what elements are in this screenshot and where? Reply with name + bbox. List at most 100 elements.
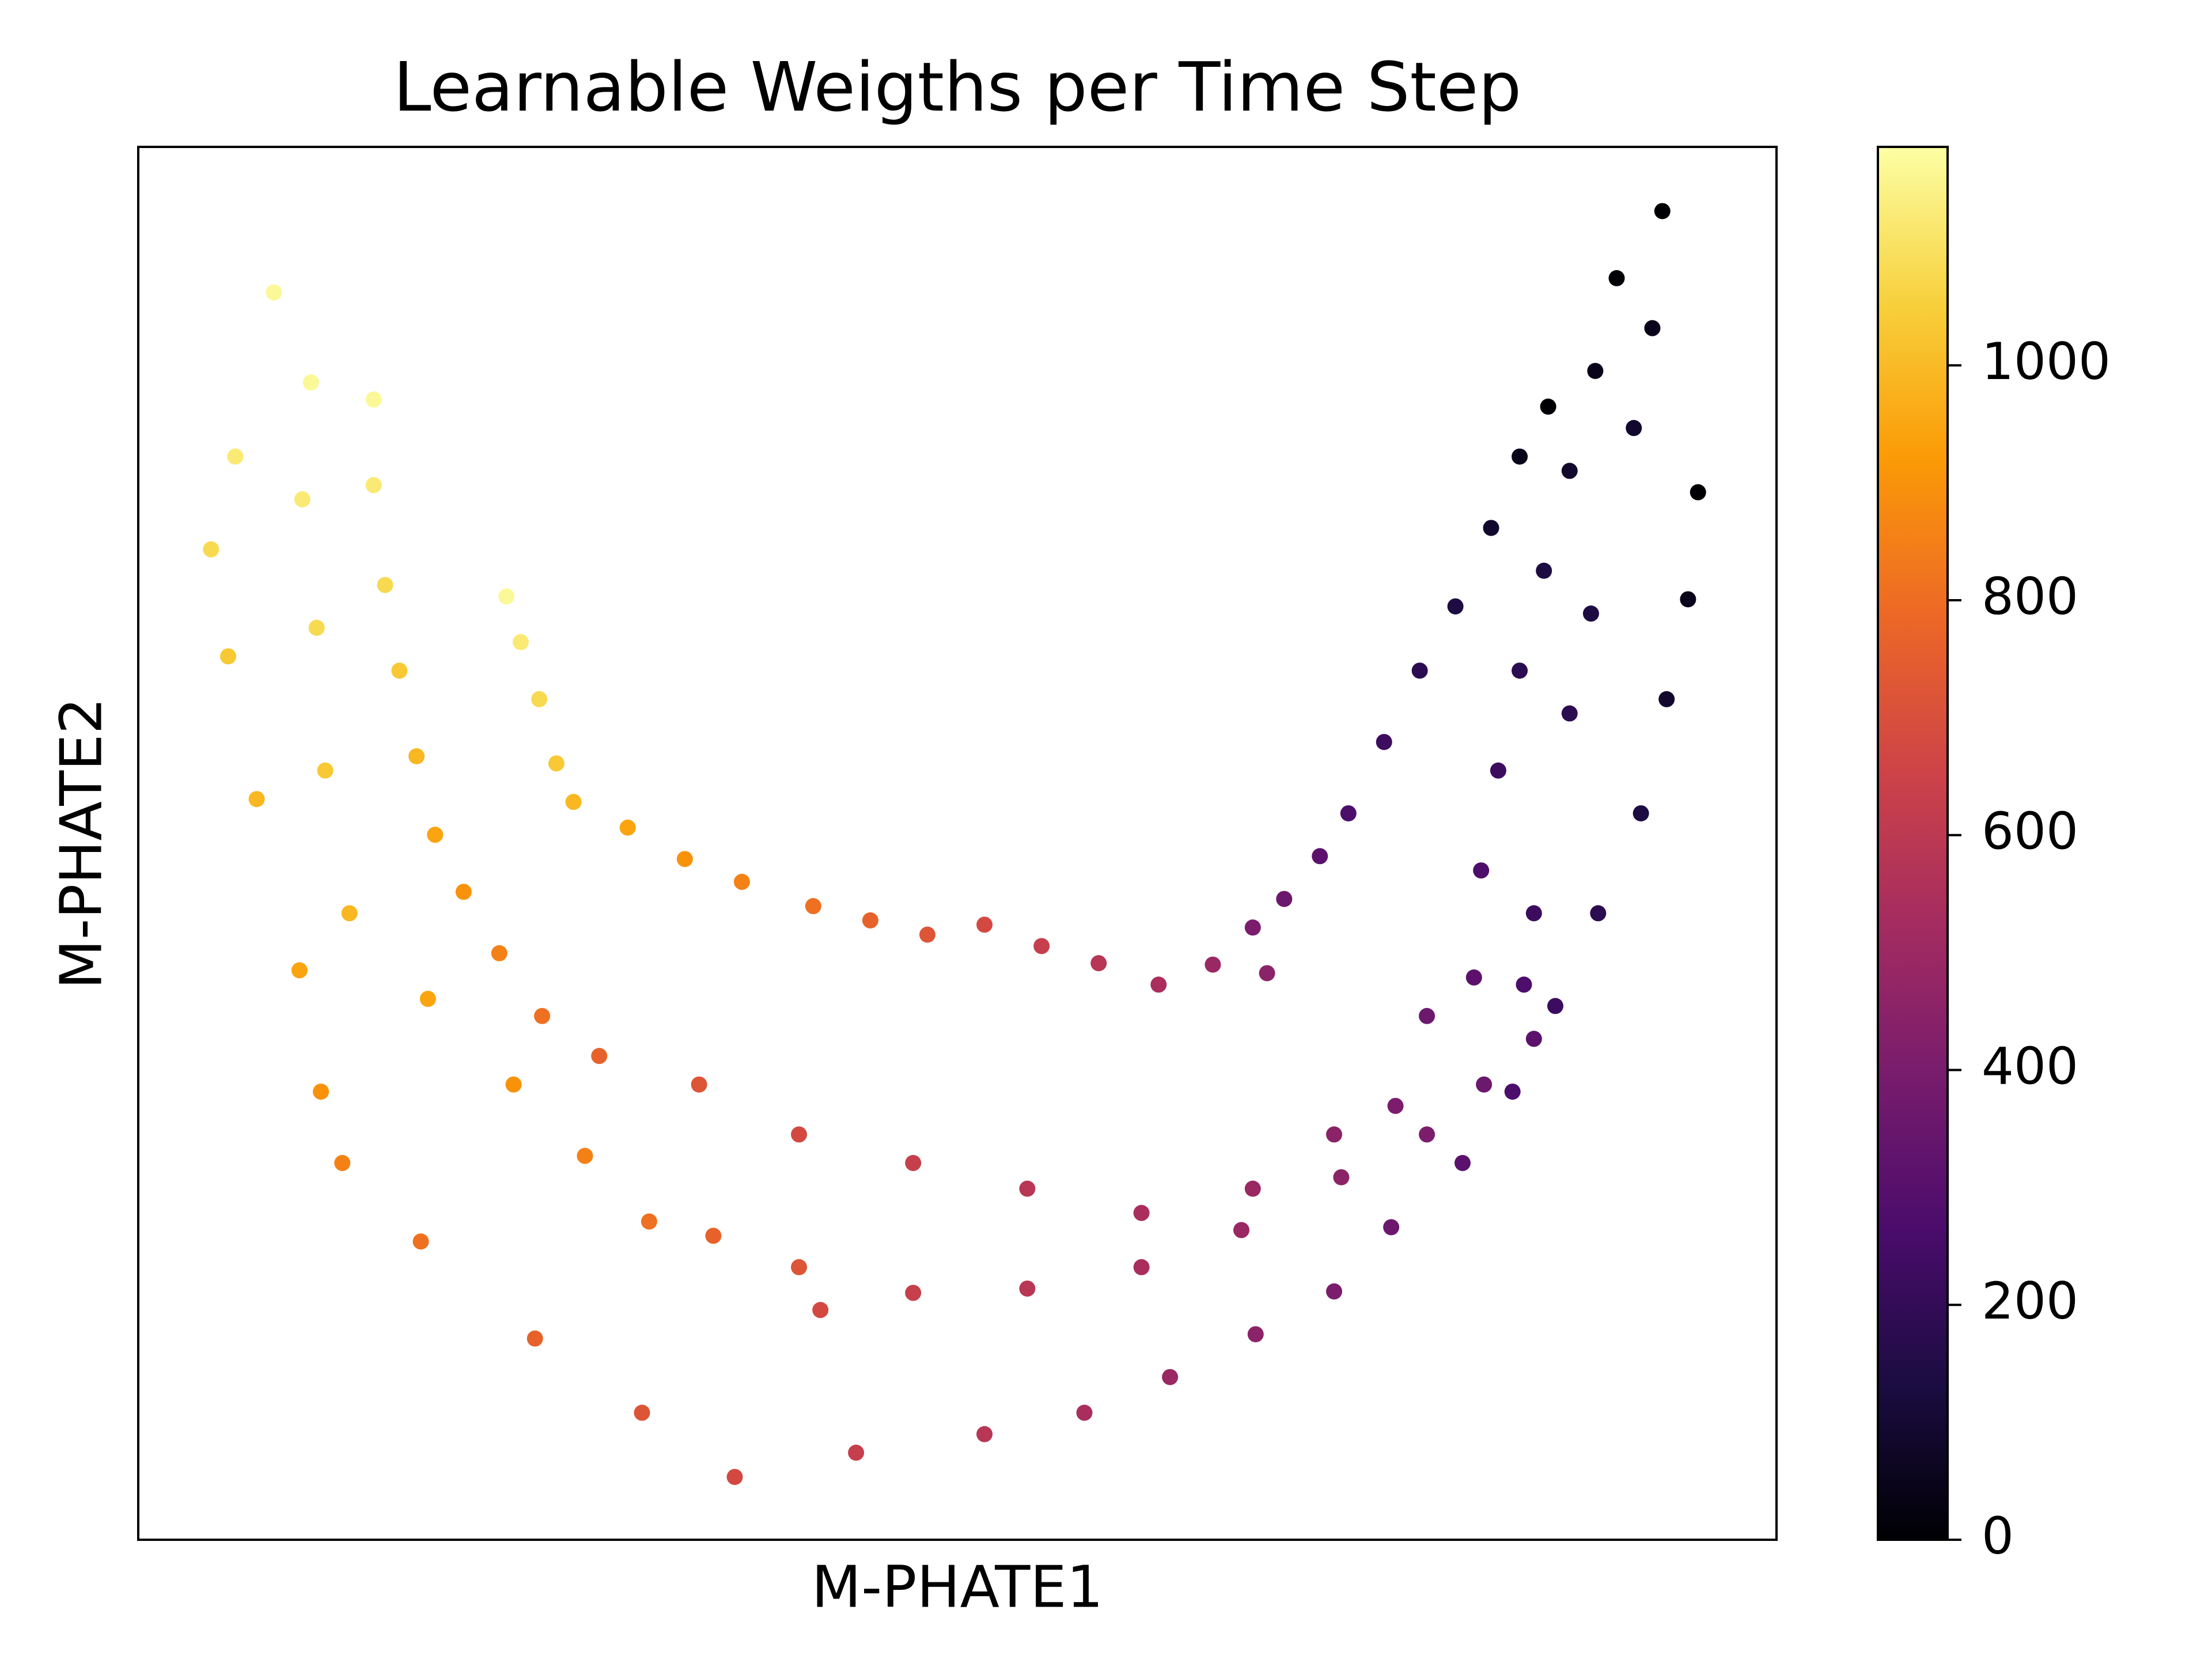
point xyxy=(691,1076,707,1093)
point xyxy=(1333,1169,1350,1185)
point xyxy=(377,577,393,593)
point xyxy=(1133,1259,1150,1275)
point xyxy=(1540,398,1556,415)
y-axis-label: M-PHATE2 xyxy=(47,698,115,989)
point xyxy=(1680,591,1696,608)
point xyxy=(1504,1084,1521,1100)
point xyxy=(1244,919,1261,936)
point xyxy=(419,991,436,1007)
point xyxy=(427,827,444,843)
point xyxy=(1476,1076,1493,1093)
point xyxy=(1690,484,1706,501)
point xyxy=(294,491,310,507)
point xyxy=(1447,598,1464,615)
point xyxy=(1582,605,1599,622)
point xyxy=(1276,891,1293,907)
point xyxy=(1658,691,1675,707)
point xyxy=(812,1302,829,1319)
point xyxy=(1033,938,1050,955)
point xyxy=(848,1444,865,1461)
point xyxy=(1516,976,1532,993)
point xyxy=(512,634,529,650)
point xyxy=(291,962,308,979)
colorbar-tick-label: 0 xyxy=(1982,1506,2014,1566)
point xyxy=(1608,270,1625,286)
point xyxy=(455,884,472,900)
point xyxy=(1465,969,1482,986)
point xyxy=(591,1048,608,1065)
point xyxy=(905,1154,922,1171)
chart-title: Learnable Weigths per Time Step xyxy=(393,47,1521,127)
point xyxy=(733,873,750,890)
point xyxy=(1019,1180,1036,1197)
point xyxy=(641,1213,657,1230)
point xyxy=(227,448,244,465)
point xyxy=(726,1468,743,1485)
point xyxy=(302,374,319,391)
point xyxy=(491,945,507,961)
colorbar-tick-label: 600 xyxy=(1982,802,2078,861)
point xyxy=(1512,448,1528,465)
point xyxy=(534,1007,551,1024)
point xyxy=(1536,562,1552,579)
point xyxy=(862,912,878,929)
point xyxy=(1340,805,1357,821)
point xyxy=(1590,905,1607,922)
point xyxy=(791,1126,808,1143)
point xyxy=(317,762,334,779)
point xyxy=(619,819,636,836)
point xyxy=(676,851,693,868)
point xyxy=(1205,956,1221,973)
point xyxy=(1411,662,1428,679)
point xyxy=(976,1426,993,1442)
point xyxy=(1150,976,1167,993)
point xyxy=(1387,1097,1404,1114)
point xyxy=(1525,1031,1542,1047)
point xyxy=(1090,955,1107,972)
point xyxy=(408,748,425,764)
point xyxy=(313,1084,329,1100)
point xyxy=(248,791,265,808)
point xyxy=(1490,762,1506,779)
point xyxy=(334,1154,351,1171)
point xyxy=(1133,1205,1150,1221)
colorbar xyxy=(1878,147,1948,1540)
point xyxy=(805,898,821,915)
point xyxy=(1547,998,1564,1014)
point xyxy=(220,648,237,665)
point xyxy=(203,541,219,558)
plot-frame xyxy=(137,146,1778,1541)
point xyxy=(1326,1126,1343,1143)
point xyxy=(976,916,993,933)
point xyxy=(1512,662,1528,679)
point xyxy=(1473,862,1490,879)
point xyxy=(391,662,408,679)
point xyxy=(266,284,282,301)
point xyxy=(1644,320,1661,336)
point xyxy=(365,477,382,494)
point xyxy=(1233,1222,1249,1238)
point xyxy=(919,926,935,943)
point xyxy=(1633,805,1649,821)
point xyxy=(531,691,548,707)
point xyxy=(548,755,565,772)
point xyxy=(1419,1007,1435,1024)
colorbar-tick-label: 400 xyxy=(1982,1036,2078,1096)
x-axis-label: M-PHATE1 xyxy=(812,1553,1103,1620)
point xyxy=(505,1076,522,1093)
point xyxy=(1654,203,1671,219)
colorbar-tick-label: 200 xyxy=(1982,1271,2078,1331)
point xyxy=(705,1228,722,1244)
point xyxy=(1162,1369,1179,1385)
point xyxy=(308,619,325,636)
point xyxy=(1483,520,1499,536)
point xyxy=(1587,362,1604,379)
point xyxy=(1561,463,1578,479)
point xyxy=(1312,848,1328,865)
point xyxy=(1525,905,1542,922)
point xyxy=(1259,965,1275,982)
point xyxy=(527,1330,543,1347)
point xyxy=(341,905,358,922)
point xyxy=(1419,1126,1435,1143)
